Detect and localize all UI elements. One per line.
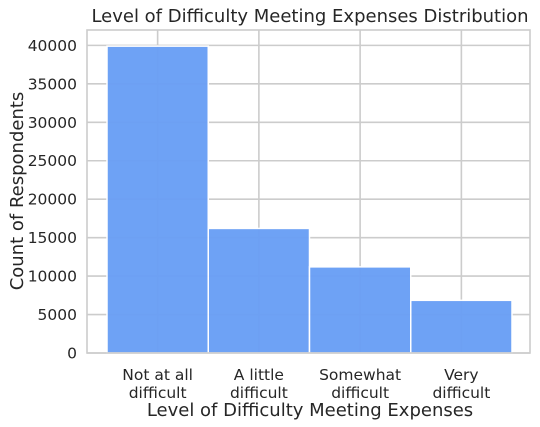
- bar: [106, 45, 209, 354]
- bar: [308, 266, 412, 354]
- x-tick-label: A little difficult: [230, 366, 288, 402]
- y-tick-label: 10000: [28, 268, 77, 286]
- y-tick-label: 30000: [28, 114, 77, 132]
- chart-title: Level of Difficulty Meeting Expenses Dis…: [91, 6, 528, 27]
- y-tick-label: 15000: [28, 229, 77, 247]
- y-tick-label: 35000: [28, 75, 77, 93]
- x-tick-label: Somewhat difficult: [319, 366, 401, 402]
- x-tick-label: Very difficult: [432, 366, 490, 402]
- y-axis-label: Count of Respondents: [7, 92, 28, 291]
- y-tick-label: 5000: [38, 306, 77, 324]
- y-tick-labels: 0 5000 10000 15000 20000 25000 30000 35000 40000: [28, 37, 77, 363]
- x-axis-label: Level of Difficulty Meeting Expenses: [147, 400, 473, 421]
- x-tick-labels: Not at all difficult A little difficult Some…: [122, 366, 490, 402]
- y-tick-label: 0: [67, 345, 77, 363]
- bars: [106, 45, 513, 354]
- y-tick-label: 25000: [28, 152, 77, 170]
- y-tick-label: 40000: [28, 37, 77, 55]
- plot-frame: [86, 29, 531, 354]
- y-tick-label: 20000: [28, 191, 77, 209]
- x-tick-label: Not at all difficult: [122, 366, 193, 402]
- bar: [410, 299, 513, 354]
- bar: [207, 227, 311, 354]
